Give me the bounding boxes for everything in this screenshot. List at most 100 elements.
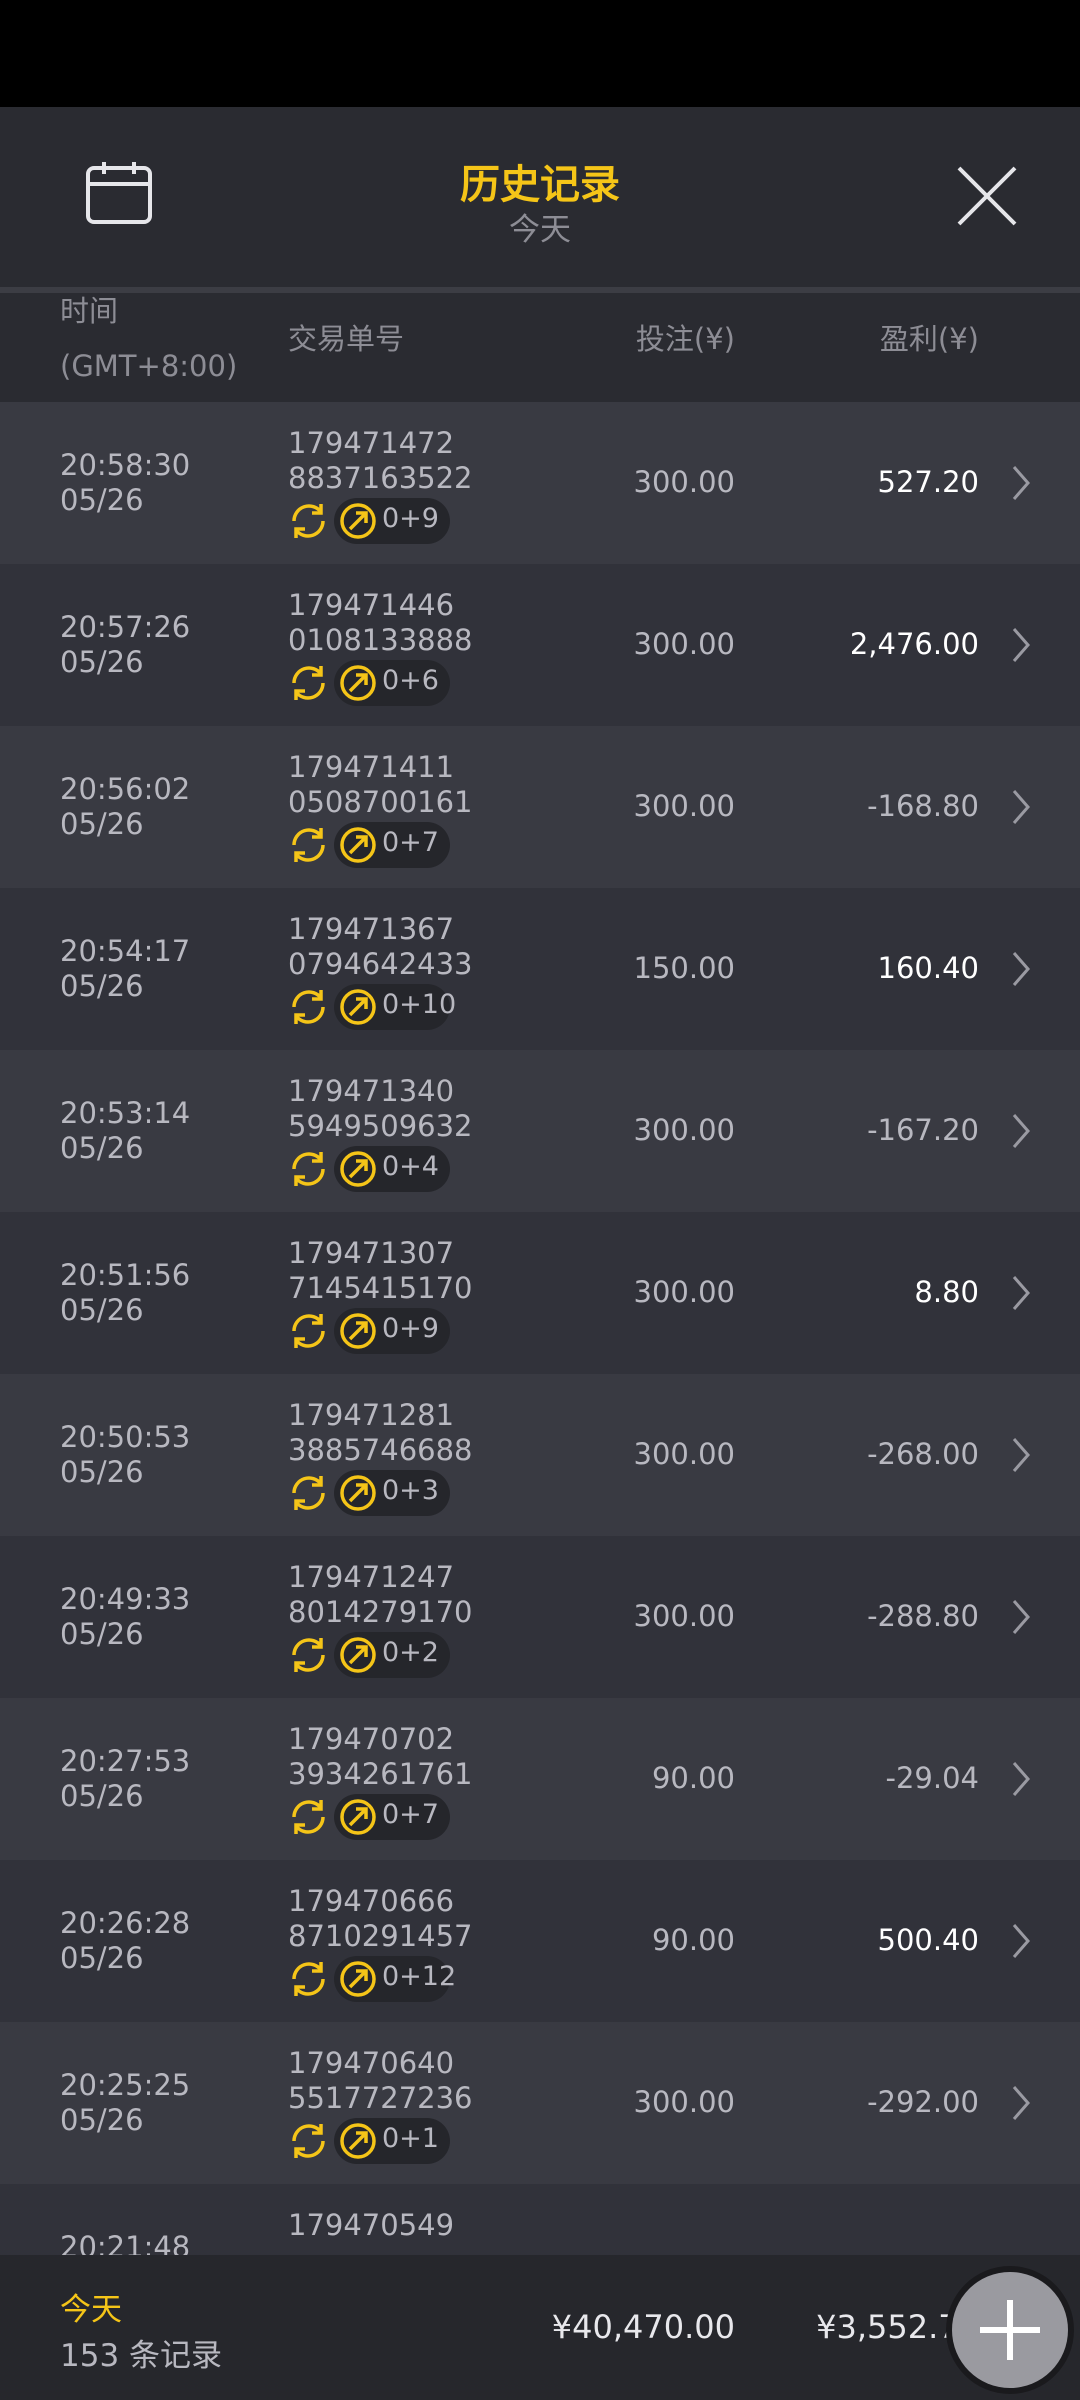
badge-icons [292, 1313, 376, 1349]
profit: -168.80 [867, 789, 979, 823]
bet: 300.00 [633, 627, 735, 661]
history-row[interactable]: 20:56:02 05/26 179471411 0508700161 0+7 300.0… [0, 726, 1080, 888]
chevron [1012, 1924, 1030, 1958]
badge-icons [292, 665, 376, 701]
profit: 8.80 [914, 1275, 979, 1309]
bet: 300.00 [633, 1599, 735, 1633]
badge-icons [292, 1475, 376, 1511]
history-row[interactable]: 20:57:26 05/26 179471446 0108133888 0+6 300.0… [0, 564, 1080, 726]
history-row[interactable]: 20:50:53 05/26 179471281 3885746688 0+3 300.0… [0, 1374, 1080, 1536]
history-row[interactable]: 20:54:17 05/26 179471367 0794642433 0+10 150.… [0, 888, 1080, 1050]
subtitle: 今天 [509, 212, 571, 248]
bet: 300.00 [633, 789, 735, 823]
chevron [1012, 2086, 1030, 2120]
column-header [0, 293, 1080, 402]
close-button[interactable] [955, 164, 1019, 228]
time: 20:56:02 [60, 772, 191, 806]
badge-icons [292, 1961, 376, 1997]
time: 20:26:28 [60, 1906, 191, 1940]
badge-text: 0+9 [382, 503, 439, 534]
chevron [1012, 1762, 1030, 1796]
order-id: 179470666 [288, 1884, 455, 1918]
history-row[interactable]: 20:49:33 05/26 179471247 8014279170 0+2 300.0… [0, 1536, 1080, 1698]
time: 20:51:56 [60, 1258, 191, 1292]
col-timezone: (GMT+8:00) [60, 349, 238, 383]
order-id: 179470640 [288, 2046, 455, 2080]
profit: 2,476.00 [849, 627, 979, 661]
badge-text: 0+7 [382, 827, 439, 858]
badge-icons [292, 2123, 376, 2159]
badge-text: 0+9 [382, 1313, 439, 1344]
badge-icons [292, 1637, 376, 1673]
order-id: 179471247 [288, 1560, 455, 1594]
badge-text: 0+4 [382, 1151, 439, 1182]
order-id: 179471411 [288, 750, 455, 784]
history-row[interactable]: 20:51:56 05/26 179471307 7145415170 0+9 300.0… [0, 1212, 1080, 1374]
footer-label: 今天 [60, 2292, 122, 2328]
profit: -268.00 [867, 1437, 979, 1471]
title: 历史记录 [460, 162, 620, 208]
chevron [1012, 1438, 1030, 1472]
time: 20:25:25 [60, 2068, 191, 2102]
time: 20:54:17 [60, 934, 191, 968]
order-id: 7145415170 [288, 1271, 473, 1305]
col-bet: 投注(¥) [635, 322, 735, 356]
order-id: 179470702 [288, 1722, 455, 1756]
profit: 160.40 [877, 951, 979, 985]
history-row[interactable]: 20:26:28 05/26 179470666 8710291457 0+12 90.0… [0, 1860, 1080, 2022]
add-button[interactable] [942, 2262, 1078, 2398]
date: 05/26 [60, 1941, 144, 1975]
chevron [1012, 790, 1030, 824]
badge-icons [292, 1151, 376, 1187]
order-id: 0794642433 [288, 947, 473, 981]
order-id: 3885746688 [288, 1433, 473, 1467]
divider [0, 287, 1080, 293]
history-row[interactable]: 20:53:14 05/26 179471340 5949509632 0+4 300.0… [0, 1050, 1080, 1212]
date: 05/26 [60, 483, 144, 517]
order-id: 179471340 [288, 1074, 455, 1108]
history-row[interactable]: 20:58:30 05/26 179471472 8837163522 0+9 300.0… [0, 402, 1080, 564]
chevron [1012, 1276, 1030, 1310]
badge-text: 0+2 [382, 1637, 439, 1668]
profit: -167.20 [867, 1113, 979, 1147]
bet-total: ¥40,470.00 [551, 2308, 735, 2346]
chevron [1012, 466, 1030, 500]
time: 20:58:30 [60, 448, 191, 482]
date: 05/26 [60, 1455, 144, 1489]
date: 05/26 [60, 807, 144, 841]
chevron [1012, 628, 1030, 662]
order-id: 5517727236 [288, 2081, 473, 2115]
badge-icons [292, 989, 376, 1025]
order-id: 179471446 [288, 588, 455, 622]
badge-text: 0+1 [382, 2123, 439, 2154]
col-profit: 盈利(¥) [879, 322, 979, 356]
date: 05/26 [60, 2103, 144, 2137]
chevron [1012, 952, 1030, 986]
badge-text: 0+3 [382, 1475, 439, 1506]
history-row[interactable]: 20:27:53 05/26 179470702 3934261761 0+7 90.00… [0, 1698, 1080, 1860]
chevron [1012, 1600, 1030, 1634]
record-count: 153 条记录 [60, 2338, 223, 2374]
order-id: 0108133888 [288, 623, 473, 657]
badge-icons [292, 1799, 376, 1835]
date: 05/26 [60, 1617, 144, 1651]
col-time: 时间 [60, 294, 119, 328]
badge-text: 0+12 [382, 1961, 457, 1992]
time: 20:50:53 [60, 1420, 191, 1454]
order-id: 8014279170 [288, 1595, 473, 1629]
badge: 0+12 [334, 1956, 456, 2002]
bet: 300.00 [633, 1113, 735, 1147]
order-id: 179471472 [288, 426, 455, 460]
badge-icons [292, 827, 376, 863]
bet: 300.00 [633, 465, 735, 499]
profit: -292.00 [867, 2085, 979, 2119]
calendar-button[interactable] [84, 160, 156, 226]
badge-text: 0+7 [382, 1799, 439, 1830]
time: 20:27:53 [60, 1744, 191, 1778]
profit: -29.04 [885, 1761, 980, 1795]
order-id: 3934261761 [288, 1757, 473, 1791]
header [0, 107, 1080, 287]
history-row[interactable]: 20:25:25 05/26 179470640 5517727236 0+1 300.0… [0, 2022, 1080, 2184]
order-id: 8837163522 [288, 461, 473, 495]
order-id: 179470549 [288, 2208, 455, 2242]
